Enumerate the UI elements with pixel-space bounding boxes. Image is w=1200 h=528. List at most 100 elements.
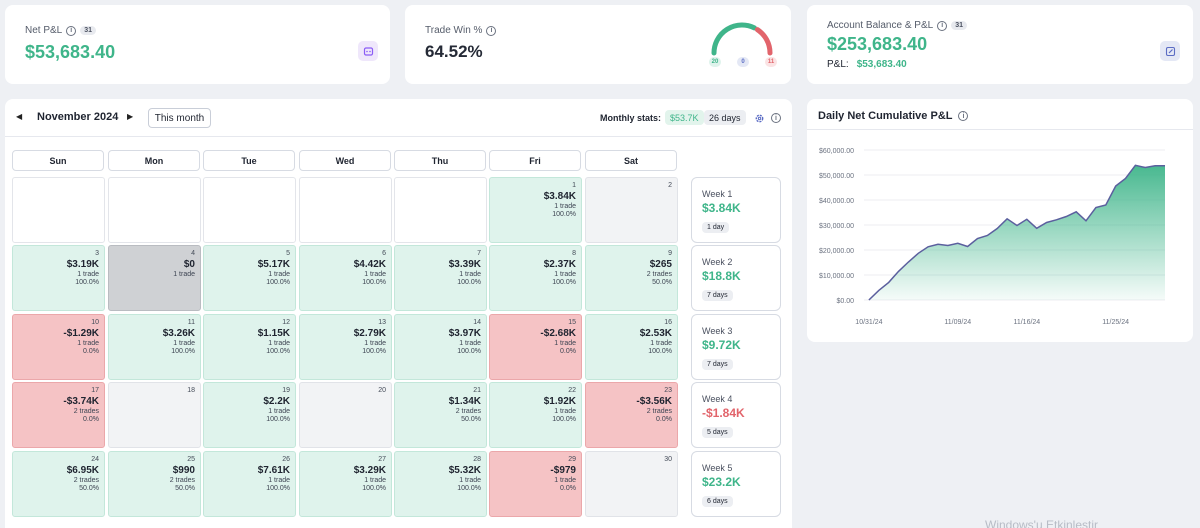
cumulative-line <box>868 164 1165 301</box>
day-win-rate: 0.0% <box>83 416 99 423</box>
account-pnl-row: P&L: $53,683.40 <box>827 59 907 70</box>
calendar-day-9[interactable]: 9 $265 2 trades 50.0% <box>585 245 678 311</box>
calendar-day-20[interactable]: 20 <box>299 382 392 448</box>
calendar-day-13[interactable]: 13 $2.79K 1 trade 100.0% <box>299 314 392 380</box>
day-pnl: $3.97K <box>448 328 481 339</box>
day-number: 4 <box>191 250 195 257</box>
y-tick-label: $0.00 <box>836 298 854 305</box>
week-pnl: $18.8K <box>702 269 741 283</box>
calendar-day-15[interactable]: 15 -$2.68K 1 trade 0.0% <box>489 314 582 380</box>
calendar-day-27[interactable]: 27 $3.29K 1 trade 100.0% <box>299 451 392 517</box>
day-win-rate: 100.0% <box>362 279 386 286</box>
account-label-row: Account Balance & P&L i 31 <box>827 20 967 31</box>
day-pnl: $2.79K <box>353 328 386 339</box>
net-pnl-icon-button[interactable] <box>358 41 378 61</box>
weekday-wed: Wed <box>299 150 391 171</box>
calendar-day-28[interactable]: 28 $5.32K 1 trade 100.0% <box>394 451 487 517</box>
day-number: 12 <box>282 319 290 326</box>
day-win-rate: 100.0% <box>266 485 290 492</box>
day-number: 16 <box>664 319 672 326</box>
gauge-loss-arc <box>754 27 773 56</box>
calendar-day-24[interactable]: 24 $6.95K 2 trades 50.0% <box>12 451 105 517</box>
calendar-day-5[interactable]: 5 $5.17K 1 trade 100.0% <box>203 245 296 311</box>
calendar-day-29[interactable]: 29 -$979 1 trade 0.0% <box>489 451 582 517</box>
calendar-day-12[interactable]: 12 $1.15K 1 trade 100.0% <box>203 314 296 380</box>
day-trade-count: 1 trade <box>268 271 290 278</box>
monthly-pnl-badge: $53.7K <box>665 110 704 125</box>
calendar-day-6[interactable]: 6 $4.42K 1 trade 100.0% <box>299 245 392 311</box>
calendar-day-4[interactable]: 4 $0 1 trade <box>108 245 201 311</box>
gauge-track <box>711 22 773 56</box>
calendar-day-8[interactable]: 8 $2.37K 1 trade 100.0% <box>489 245 582 311</box>
day-win-rate: 100.0% <box>362 485 386 492</box>
day-win-rate: 100.0% <box>266 348 290 355</box>
settings-gear-icon[interactable] <box>754 113 765 124</box>
calendar-day-21[interactable]: 21 $1.34K 2 trades 50.0% <box>394 382 487 448</box>
calendar-day-empty <box>394 177 487 243</box>
day-number: 6 <box>382 250 386 257</box>
calendar-day-18[interactable]: 18 <box>108 382 201 448</box>
calendar-day-30[interactable]: 30 <box>585 451 678 517</box>
y-tick-label: $40,000.00 <box>819 198 854 205</box>
day-win-rate: 100.0% <box>362 348 386 355</box>
calendar-day-23[interactable]: 23 -$3.56K 2 trades 0.0% <box>585 382 678 448</box>
day-win-rate: 50.0% <box>175 485 195 492</box>
day-number: 29 <box>568 456 576 463</box>
calendar-day-19[interactable]: 19 $2.2K 1 trade 100.0% <box>203 382 296 448</box>
day-trade-count: 2 trades <box>73 408 99 415</box>
calendar-day-7[interactable]: 7 $3.39K 1 trade 100.0% <box>394 245 487 311</box>
chart-info-icon[interactable]: i <box>958 111 969 121</box>
day-win-rate: 0.0% <box>560 485 576 492</box>
edit-icon <box>1165 46 1175 56</box>
week-summary-5[interactable]: Week 5 $23.2K 6 days <box>691 451 781 517</box>
calendar-day-1[interactable]: 1 $3.84K 1 trade 100.0% <box>489 177 582 243</box>
week-summary-4[interactable]: Week 4 -$1.84K 5 days <box>691 382 781 448</box>
calendar-day-10[interactable]: 10 -$1.29K 1 trade 0.0% <box>12 314 105 380</box>
calendar-day-26[interactable]: 26 $7.61K 1 trade 100.0% <box>203 451 296 517</box>
calendar-info-icon[interactable]: i <box>771 113 781 123</box>
calendar-day-16[interactable]: 16 $2.53K 1 trade 100.0% <box>585 314 678 380</box>
day-win-rate: 50.0% <box>79 485 99 492</box>
day-trade-count: 1 trade <box>364 477 386 484</box>
day-pnl: -$2.68K <box>540 328 576 339</box>
chart-divider <box>807 129 1193 130</box>
week-summary-2[interactable]: Week 2 $18.8K 7 days <box>691 245 781 311</box>
trade-win-card: Trade Win % i 64.52% 20 0 11 <box>405 5 791 84</box>
calendar-day-25[interactable]: 25 $990 2 trades 50.0% <box>108 451 201 517</box>
day-pnl: $7.61K <box>257 465 290 476</box>
week-days-badge: 5 days <box>702 427 733 438</box>
week-pnl: $3.84K <box>702 201 741 215</box>
week-summary-1[interactable]: Week 1 $3.84K 1 day <box>691 177 781 243</box>
day-pnl: $2.2K <box>263 396 290 407</box>
next-month-arrow[interactable]: ▶ <box>127 112 134 121</box>
day-number: 21 <box>473 387 481 394</box>
calendar-day-14[interactable]: 14 $3.97K 1 trade 100.0% <box>394 314 487 380</box>
calendar-day-17[interactable]: 17 -$3.74K 2 trades 0.0% <box>12 382 105 448</box>
y-tick-label: $60,000.00 <box>819 148 854 155</box>
calendar-day-11[interactable]: 11 $3.26K 1 trade 100.0% <box>108 314 201 380</box>
day-win-rate: 50.0% <box>652 279 672 286</box>
this-month-button[interactable]: This month <box>148 108 211 128</box>
calendar-day-2[interactable]: 2 <box>585 177 678 243</box>
day-pnl: $0 <box>183 259 195 270</box>
week-pnl: -$1.84K <box>702 406 745 420</box>
info-icon[interactable]: i <box>937 20 948 31</box>
day-trade-count: 1 trade <box>268 477 290 484</box>
info-icon[interactable]: i <box>66 25 77 36</box>
calendar-day-3[interactable]: 3 $3.19K 1 trade 100.0% <box>12 245 105 311</box>
week-summary-3[interactable]: Week 3 $9.72K 7 days <box>691 314 781 380</box>
account-balance-value: $253,683.40 <box>827 34 928 54</box>
day-trade-count: 2 trades <box>646 408 672 415</box>
info-icon[interactable]: i <box>486 25 497 36</box>
day-win-rate: 0.0% <box>656 416 672 423</box>
calendar-day-22[interactable]: 22 $1.92K 1 trade 100.0% <box>489 382 582 448</box>
account-balance-card: Account Balance & P&L i 31 $253,683.40 P… <box>807 5 1193 84</box>
day-number: 30 <box>664 456 672 463</box>
day-trade-count: 1 trade <box>77 271 99 278</box>
day-trade-count: 1 trade <box>459 271 481 278</box>
account-edit-button[interactable] <box>1160 41 1180 61</box>
prev-month-arrow[interactable]: ◀ <box>16 112 23 121</box>
day-pnl: $3.26K <box>162 328 195 339</box>
day-number: 2 <box>668 182 672 189</box>
day-pnl: $2.37K <box>543 259 576 270</box>
